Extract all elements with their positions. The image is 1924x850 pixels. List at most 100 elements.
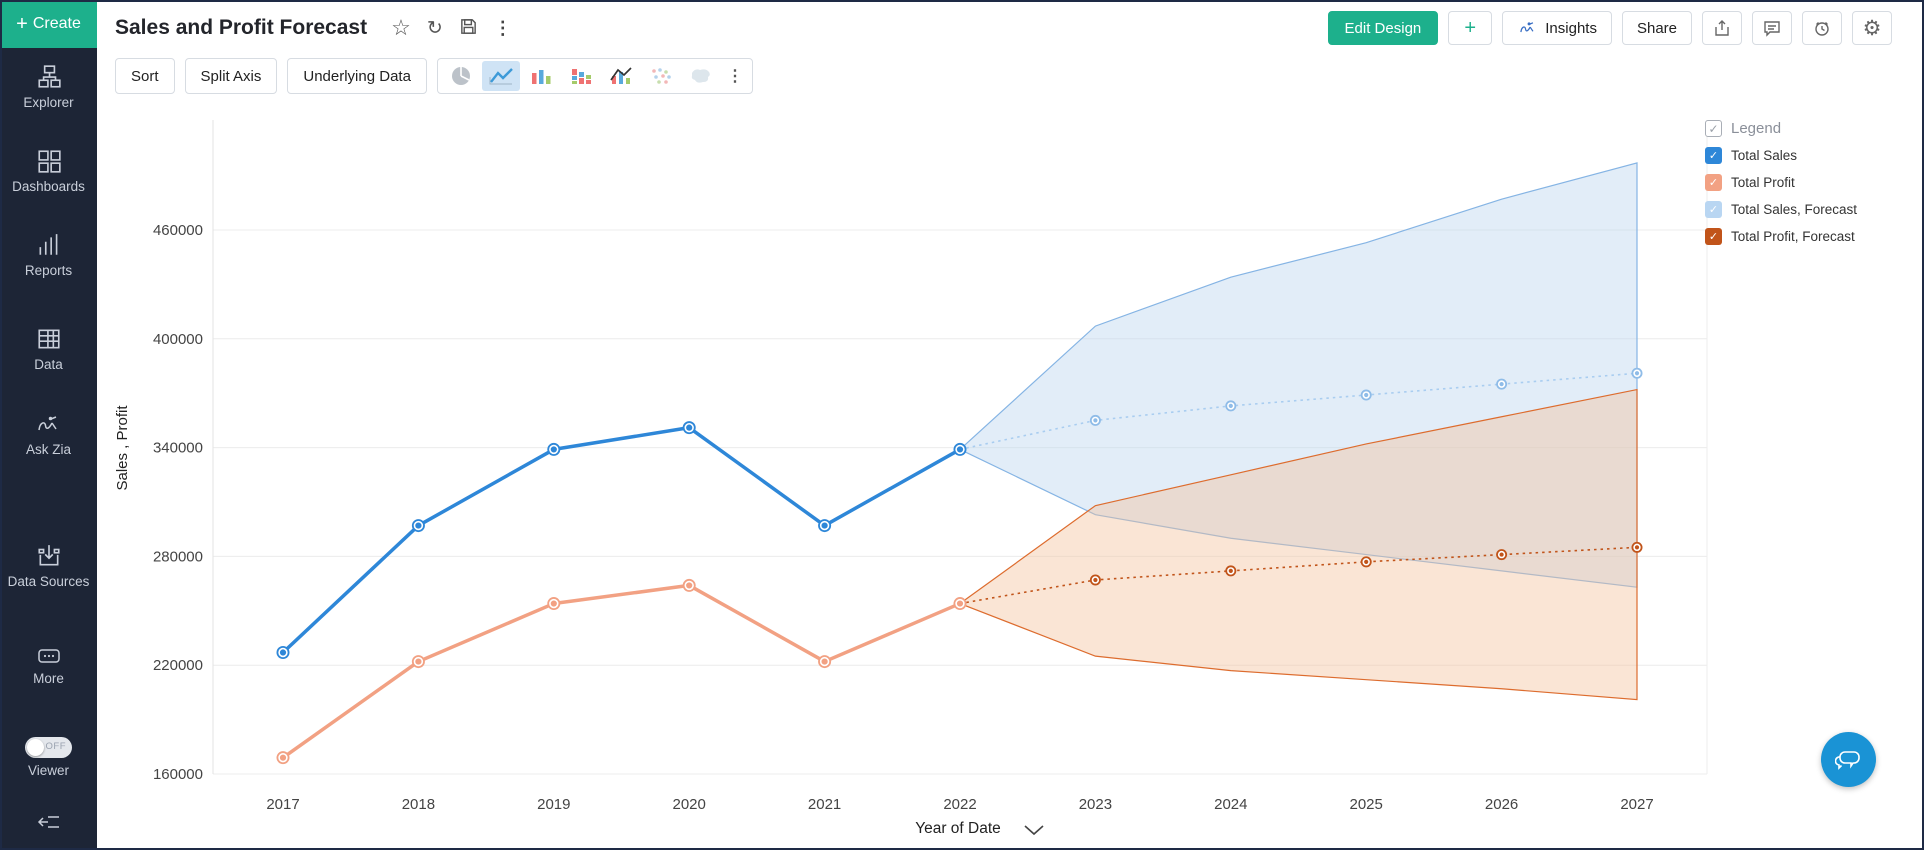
- svg-text:160000: 160000: [153, 766, 203, 783]
- legend-item-total-profit-forecast[interactable]: ✓ Total Profit, Forecast: [1705, 228, 1923, 245]
- page-title: Sales and Profit Forecast: [115, 16, 368, 39]
- edit-design-button[interactable]: Edit Design: [1327, 11, 1439, 45]
- sidebar-item-data-sources[interactable]: Data Sources: [0, 543, 97, 591]
- sidebar-item-label: Data Sources: [7, 574, 90, 589]
- legend-checkbox[interactable]: ✓: [1705, 201, 1722, 218]
- legend-label: Total Profit: [1731, 175, 1795, 190]
- svg-text:2023: 2023: [1079, 796, 1112, 813]
- line-chart-icon[interactable]: [481, 61, 520, 91]
- more-icon: [37, 649, 60, 663]
- svg-text:400000: 400000: [153, 331, 203, 348]
- data-table-icon: [37, 329, 60, 349]
- sidebar-item-label: Dashboards: [12, 179, 85, 194]
- legend-item-total-sales-forecast[interactable]: ✓ Total Sales, Forecast: [1705, 201, 1923, 218]
- header-actions: Edit Design + Insights Share: [1327, 11, 1892, 45]
- zia-insights-button[interactable]: Insights: [1502, 11, 1612, 45]
- sidebar-item-label: Explorer: [23, 95, 74, 110]
- legend-checkbox[interactable]: ✓: [1705, 174, 1722, 191]
- split-axis-button[interactable]: Split Axis: [184, 58, 278, 94]
- more-chart-types-icon[interactable]: ⋮: [726, 68, 743, 85]
- chart-toolbar: Sort Split Axis Underlying Data: [115, 58, 753, 94]
- alarm-clock-icon: [1815, 22, 1829, 36]
- svg-text:2019: 2019: [537, 796, 570, 813]
- viewer-toggle[interactable]: OFF: [25, 737, 72, 758]
- svg-text:220000: 220000: [153, 657, 203, 674]
- svg-text:2020: 2020: [673, 796, 706, 813]
- legend-item-total-sales[interactable]: ✓ Total Sales: [1705, 147, 1923, 164]
- sort-button[interactable]: Sort: [115, 58, 175, 94]
- combo-chart-icon[interactable]: [602, 61, 640, 91]
- settings-button[interactable]: ⚙: [1852, 11, 1892, 45]
- svg-text:2024: 2024: [1214, 796, 1247, 813]
- sidebar: + Create Explorer Dashboards Reports: [0, 0, 97, 850]
- chat-bubbles-icon: [1834, 750, 1860, 770]
- export-icon: [1715, 20, 1729, 36]
- plus-icon: +: [16, 13, 28, 35]
- sidebar-item-reports[interactable]: Reports: [0, 232, 97, 280]
- underlying-data-button[interactable]: Underlying Data: [287, 58, 427, 94]
- sidebar-item-label: Reports: [24, 263, 73, 278]
- sidebar-item-more[interactable]: More: [0, 646, 97, 688]
- sidebar-item-label: Ask Zia: [25, 442, 71, 457]
- bar-chart-icon[interactable]: [522, 61, 560, 91]
- svg-text:2027: 2027: [1620, 796, 1653, 813]
- svg-text:2026: 2026: [1485, 796, 1518, 813]
- dashboards-icon: [37, 150, 61, 173]
- ask-zia-icon: [37, 416, 57, 431]
- create-label: Create: [32, 15, 81, 32]
- sidebar-item-ask-zia[interactable]: Ask Zia: [0, 413, 97, 459]
- comments-button[interactable]: [1752, 11, 1792, 45]
- pie-chart-icon[interactable]: [442, 61, 480, 91]
- stacked-bar-chart-icon[interactable]: [562, 61, 600, 91]
- svg-text:Year of Date: Year of Date: [915, 820, 1001, 837]
- export-button[interactable]: [1702, 11, 1742, 45]
- svg-text:2022: 2022: [943, 796, 976, 813]
- svg-text:460000: 460000: [153, 222, 203, 239]
- save-icon[interactable]: [459, 17, 478, 40]
- refresh-icon[interactable]: ↻: [426, 17, 443, 39]
- alerts-button[interactable]: [1802, 11, 1842, 45]
- svg-text:2021: 2021: [808, 796, 841, 813]
- svg-text:280000: 280000: [153, 548, 203, 565]
- add-button[interactable]: +: [1448, 11, 1493, 45]
- toggle-state: OFF: [45, 741, 66, 752]
- share-button[interactable]: Share: [1621, 11, 1692, 45]
- main-area: Sales and Profit Forecast ☆ ↻ ⋮ Edit Des…: [97, 0, 1924, 850]
- svg-text:340000: 340000: [153, 440, 203, 457]
- legend-item-total-profit[interactable]: ✓ Total Profit: [1705, 174, 1923, 191]
- title-more-menu-icon[interactable]: ⋮: [493, 18, 512, 38]
- comment-icon: [1764, 21, 1780, 37]
- collapse-icon: [37, 816, 59, 828]
- sidebar-item-label: Data: [34, 357, 63, 372]
- zia-chat-button[interactable]: [1821, 732, 1876, 787]
- viewer-label: Viewer: [27, 763, 70, 778]
- create-button[interactable]: + Create: [0, 0, 97, 48]
- legend-checkbox[interactable]: ✓: [1705, 147, 1722, 164]
- legend-label: Total Sales, Forecast: [1731, 202, 1858, 217]
- toggle-knob: [27, 739, 44, 756]
- scatter-chart-icon[interactable]: [642, 61, 680, 91]
- legend-checkbox[interactable]: ✓: [1705, 228, 1722, 245]
- forecast-chart[interactable]: 460000 400000 340000 280000 220000 160000 2017…: [100, 112, 1710, 850]
- svg-text:2018: 2018: [402, 796, 435, 813]
- gear-icon: ⚙: [1862, 16, 1882, 40]
- favorite-star-icon[interactable]: ☆: [391, 15, 411, 40]
- svg-text:2025: 2025: [1350, 796, 1383, 813]
- chart-legend: ✓ Legend ✓ Total Sales ✓ Total Profit ✓ …: [1705, 120, 1923, 255]
- legend-title: Legend: [1731, 120, 1782, 137]
- legend-header[interactable]: ✓ Legend: [1705, 120, 1923, 137]
- reports-icon: [39, 234, 57, 255]
- collapse-sidebar-button[interactable]: [0, 812, 97, 837]
- legend-label: Total Profit, Forecast: [1731, 229, 1855, 244]
- title-bar: Sales and Profit Forecast ☆ ↻ ⋮ Edit Des…: [97, 0, 1924, 56]
- zia-insights-icon: [1520, 21, 1534, 32]
- insights-label: Insights: [1545, 19, 1597, 37]
- sidebar-item-explorer[interactable]: Explorer: [0, 64, 97, 112]
- sidebar-item-dashboards[interactable]: Dashboards: [0, 148, 97, 196]
- map-chart-icon[interactable]: [682, 61, 720, 91]
- svg-text:2017: 2017: [266, 796, 299, 813]
- viewer-toggle-item: OFF Viewer: [0, 737, 97, 780]
- sidebar-item-data[interactable]: Data: [0, 326, 97, 374]
- legend-master-checkbox[interactable]: ✓: [1705, 120, 1722, 137]
- svg-text:Sales , Profit: Sales , Profit: [114, 405, 131, 491]
